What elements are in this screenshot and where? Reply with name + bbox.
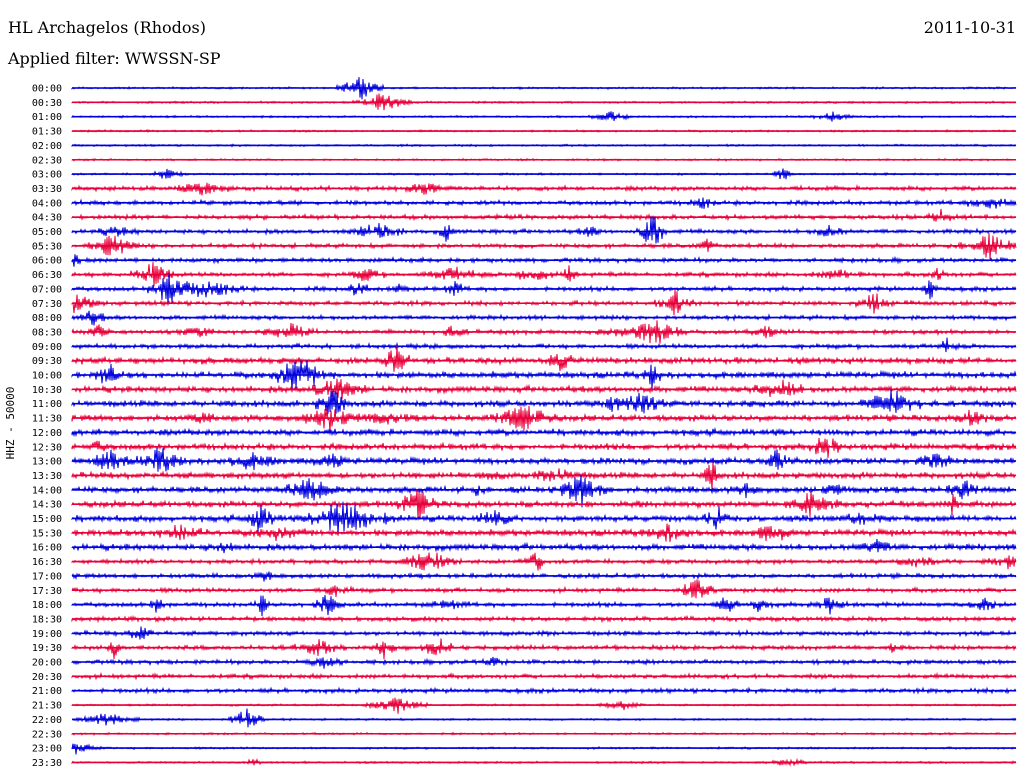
time-tick-label: 12:30 [32, 442, 62, 453]
time-tick-label: 11:30 [32, 414, 62, 425]
time-tick-label: 08:00 [32, 313, 62, 324]
time-tick-label: 13:30 [32, 471, 62, 482]
time-tick-label: 04:00 [32, 198, 62, 209]
time-tick-label: 16:00 [32, 543, 62, 554]
seismic-trace-1930 [71, 638, 1017, 660]
time-tick-label: 06:30 [32, 270, 62, 281]
seismic-trace-1100 [71, 389, 1017, 414]
time-tick-label: 14:30 [32, 500, 62, 511]
time-tick-label: 06:00 [32, 256, 62, 267]
seismic-trace-2200 [71, 708, 1017, 728]
time-tick-label: 09:30 [32, 356, 62, 367]
seismic-traces [71, 77, 1017, 767]
time-tick-label: 08:30 [32, 327, 62, 338]
time-tick-label: 07:30 [32, 299, 62, 310]
time-tick-label: 10:00 [32, 371, 62, 382]
time-tick-label: 14:00 [32, 485, 62, 496]
time-tick-label: 10:30 [32, 385, 62, 396]
time-tick-label: 01:30 [32, 127, 62, 138]
time-tick-label: 17:00 [32, 571, 62, 582]
time-tick-label: 12:00 [32, 428, 62, 439]
seismic-trace-1300 [71, 447, 1017, 472]
filter-label: Applied filter: WWSSN-SP [8, 49, 221, 68]
time-tick-label: 03:00 [32, 170, 62, 181]
seismic-trace-0930 [71, 345, 1017, 372]
time-tick-label: 23:30 [32, 758, 62, 769]
time-tick-label: 00:00 [32, 84, 62, 95]
time-tick-label: 03:30 [32, 184, 62, 195]
station-title: HL Archagelos (Rhodos) [8, 18, 206, 37]
seismic-trace-1600 [71, 538, 1017, 554]
time-tick-label: 22:30 [32, 729, 62, 740]
time-tick-label: 18:30 [32, 614, 62, 625]
seismic-trace-1230 [71, 437, 1017, 458]
time-tick-label: 09:00 [32, 342, 62, 353]
seismic-trace-1000 [71, 360, 1017, 392]
seismic-trace-0430 [71, 208, 1017, 222]
time-tick-label: 15:30 [32, 528, 62, 539]
time-tick-label: 05:00 [32, 227, 62, 238]
time-tick-label: 13:00 [32, 457, 62, 468]
time-tick-label: 00:30 [32, 98, 62, 109]
seismic-trace-0500 [71, 216, 1017, 244]
time-tick-label: 16:30 [32, 557, 62, 568]
time-tick-label: 19:30 [32, 643, 62, 654]
time-tick-label: 17:30 [32, 586, 62, 597]
time-tick-label: 19:00 [32, 629, 62, 640]
time-tick-label: 15:00 [32, 514, 62, 525]
time-tick-label: 02:00 [32, 141, 62, 152]
time-tick-label: 20:30 [32, 672, 62, 683]
time-tick-label: 11:00 [32, 399, 62, 410]
time-tick-label: 20:00 [32, 658, 62, 669]
time-tick-label: 01:00 [32, 112, 62, 123]
seismic-trace-1800 [71, 595, 1017, 617]
seismic-trace-1730 [71, 579, 1017, 599]
record-date: 2011-10-31 [923, 18, 1016, 37]
time-tick-label: 05:30 [32, 241, 62, 252]
time-tick-label: 21:30 [32, 701, 62, 712]
time-tick-label: 18:00 [32, 600, 62, 611]
time-tick-label: 23:00 [32, 744, 62, 755]
seismic-trace-0900 [71, 337, 1017, 353]
seismic-trace-2300 [71, 743, 1017, 755]
channel-axis-label: HHZ - 50000 [4, 387, 17, 460]
time-tick-label: 07:00 [32, 284, 62, 295]
time-tick-label: 02:30 [32, 155, 62, 166]
seismic-trace-2000 [71, 656, 1017, 669]
time-tick-label: 21:00 [32, 686, 62, 697]
time-tick-label: 22:00 [32, 715, 62, 726]
time-tick-label: 04:30 [32, 213, 62, 224]
time-tick-labels: 00:00 00:30 01:00 01:30 02:00 02:30 03:00 03:30… [32, 84, 62, 769]
